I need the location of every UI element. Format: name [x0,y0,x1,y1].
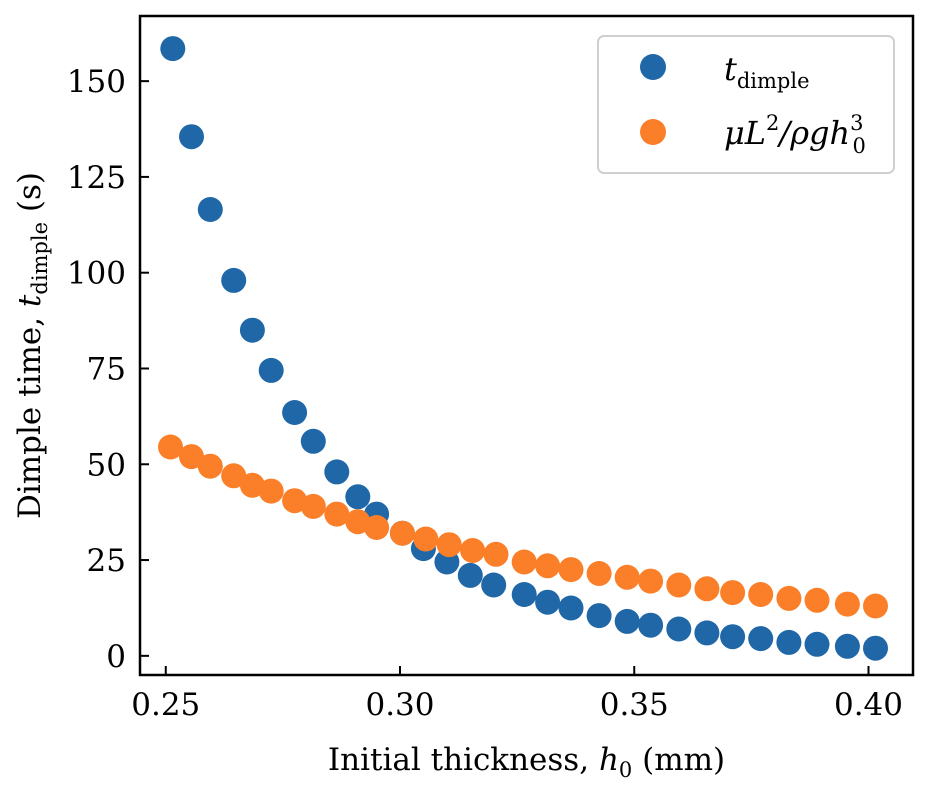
legend-h-sub: 0 [852,134,865,158]
point-series0-23 [694,620,720,646]
point-series1-11 [389,520,415,546]
point-series1-22 [666,572,692,598]
x-axis-title-var: h [599,742,619,778]
y-tick-label: 125 [67,160,126,196]
point-series1-26 [776,585,802,611]
x-tick-label: 0.25 [131,687,200,723]
point-series1-24 [720,580,746,606]
point-series0-24 [720,624,746,650]
point-series0-0 [160,36,186,62]
point-series1-16 [511,549,537,575]
y-tick-label: 50 [87,447,126,483]
point-series1-10 [364,515,390,540]
point-series1-7 [300,493,326,519]
point-series0-21 [638,612,664,638]
legend-slash: / [776,114,793,152]
legend: tdimple μL2/ρgh3 0 [597,35,895,174]
legend-L: L [744,114,766,152]
point-series1-21 [638,568,664,594]
legend-rho: ρgh [789,114,850,152]
point-series1-3 [221,463,247,489]
point-series0-19 [586,603,612,629]
y-axis-title-unit: (s) [12,172,48,222]
y-axis-title: Dimple time, tdimple (s) [12,172,52,519]
point-series0-4 [239,317,265,343]
point-series0-26 [776,629,802,655]
point-series0-25 [748,626,774,652]
legend-mu: μ [724,114,745,152]
axis-ticks: 0.25 0.30 0.35 0.40 0 25 50 75 100 125 150 [67,64,903,723]
point-series1-2 [197,453,223,479]
point-series0-7 [300,428,326,454]
point-series1-0 [158,434,183,460]
y-axis-title-text: Dimple time, [12,307,48,519]
legend-t-sub: dimple [737,69,810,93]
legend-box [597,35,895,174]
x-axis-title-unit: (mm) [632,742,725,778]
y-tick-label: 25 [87,543,126,579]
x-tick-label: 0.40 [834,687,903,723]
point-series1-17 [535,553,561,579]
point-series1-23 [694,576,720,602]
point-series0-8 [324,459,350,485]
point-series0-20 [614,608,640,634]
legend-marker-scaling [640,119,666,145]
point-series0-14 [457,562,483,588]
plot-frame [138,14,915,677]
point-series0-5 [258,357,284,383]
point-series1-25 [748,582,774,607]
point-series1-19 [586,561,612,586]
point-series1-28 [834,591,860,617]
legend-label-scaling: μL2/ρgh3 0 [724,111,866,158]
point-series0-1 [179,124,204,150]
y-tick-label: 75 [87,351,126,387]
point-series0-29 [863,635,888,661]
point-series0-18 [558,595,584,621]
point-series0-27 [804,631,830,657]
legend-t-var: t [724,50,737,88]
point-series1-18 [558,557,584,583]
y-tick-label: 100 [67,256,126,292]
legend-marker-t-dimple [640,54,666,80]
point-series0-22 [666,616,692,642]
point-series0-28 [834,633,860,659]
x-tick-label: 0.35 [600,687,669,723]
x-axis-title-text: Initial thickness, [328,742,599,778]
point-series1-14 [460,538,486,563]
legend-L-sup: 2 [766,111,779,135]
point-series1-4 [239,472,265,498]
point-series1-20 [614,564,640,590]
point-series0-2 [197,197,223,222]
x-axis-title: Initial thickness, h0 (mm) [328,742,725,782]
x-tick-label: 0.30 [365,687,434,723]
point-series1-8 [324,501,350,527]
data-points [158,36,888,661]
legend-label-t-dimple: tdimple [724,50,810,93]
point-series1-13 [436,532,462,558]
point-series1-1 [179,444,204,470]
point-series0-9 [345,484,371,510]
y-axis-title-sub: dimple [28,222,52,295]
y-tick-label: 150 [67,64,126,100]
point-series0-15 [481,572,507,598]
point-series1-29 [863,593,888,619]
y-tick-label: 0 [106,639,126,675]
point-series0-17 [535,589,561,615]
point-series1-9 [345,509,371,535]
point-series0-6 [282,400,308,425]
x-axis-title-sub: 0 [619,758,632,782]
point-series1-12 [413,526,439,552]
point-series1-15 [483,541,509,567]
point-series0-3 [221,267,247,293]
y-axis-title-var: t [12,294,48,307]
legend-h-sup: 3 [850,111,863,135]
point-series1-5 [258,478,284,504]
point-series0-16 [511,582,537,607]
point-series1-27 [804,587,830,613]
